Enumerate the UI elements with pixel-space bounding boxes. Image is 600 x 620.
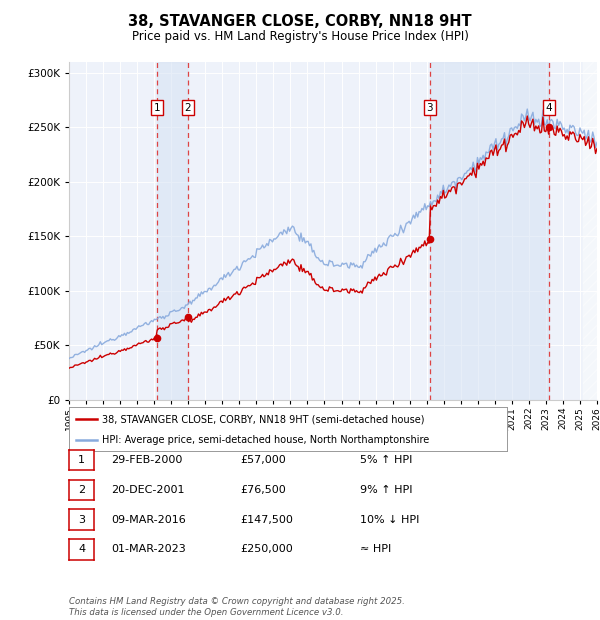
Bar — [430, 62, 548, 400]
Text: £76,500: £76,500 — [240, 485, 286, 495]
Text: HPI: Average price, semi-detached house, North Northamptonshire: HPI: Average price, semi-detached house,… — [102, 435, 429, 445]
Text: 1: 1 — [78, 455, 85, 465]
Text: 29-FEB-2000: 29-FEB-2000 — [111, 455, 182, 465]
Bar — [583, 62, 600, 400]
Text: 3: 3 — [78, 515, 85, 525]
Text: £57,000: £57,000 — [240, 455, 286, 465]
Text: 3: 3 — [427, 103, 433, 113]
Text: Price paid vs. HM Land Registry's House Price Index (HPI): Price paid vs. HM Land Registry's House … — [131, 30, 469, 43]
Text: 4: 4 — [545, 103, 552, 113]
Text: 2: 2 — [184, 103, 191, 113]
Text: 1: 1 — [154, 103, 160, 113]
Text: 5% ↑ HPI: 5% ↑ HPI — [360, 455, 412, 465]
Text: 4: 4 — [78, 544, 85, 554]
Text: £250,000: £250,000 — [240, 544, 293, 554]
Text: 09-MAR-2016: 09-MAR-2016 — [111, 515, 186, 525]
Text: 2: 2 — [78, 485, 85, 495]
Text: 9% ↑ HPI: 9% ↑ HPI — [360, 485, 413, 495]
Text: Contains HM Land Registry data © Crown copyright and database right 2025.
This d: Contains HM Land Registry data © Crown c… — [69, 598, 405, 617]
Text: 10% ↓ HPI: 10% ↓ HPI — [360, 515, 419, 525]
Text: 20-DEC-2001: 20-DEC-2001 — [111, 485, 185, 495]
Text: ≈ HPI: ≈ HPI — [360, 544, 391, 554]
Text: £147,500: £147,500 — [240, 515, 293, 525]
Text: 38, STAVANGER CLOSE, CORBY, NN18 9HT: 38, STAVANGER CLOSE, CORBY, NN18 9HT — [128, 14, 472, 29]
Text: 38, STAVANGER CLOSE, CORBY, NN18 9HT (semi-detached house): 38, STAVANGER CLOSE, CORBY, NN18 9HT (se… — [102, 414, 424, 424]
Text: 01-MAR-2023: 01-MAR-2023 — [111, 544, 186, 554]
Bar — [157, 62, 188, 400]
